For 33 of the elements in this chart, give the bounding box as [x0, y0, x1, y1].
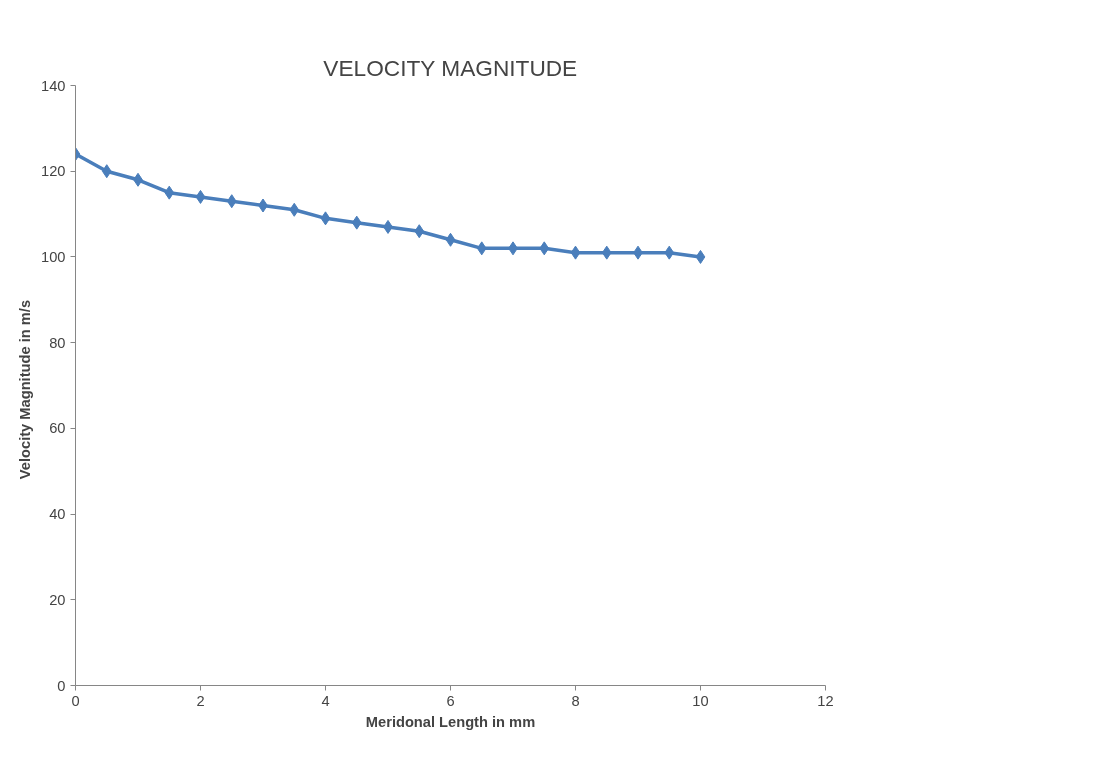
x-tick-label: 6 [446, 692, 455, 709]
point [570, 245, 581, 260]
point [164, 185, 175, 200]
x-tick-label: 2 [196, 692, 205, 709]
y-axis-title: Velocity Magnitude in m/s [17, 299, 34, 480]
point [476, 241, 487, 256]
chart-title: VELOCITY MAGNITUDE [323, 54, 578, 81]
y-tick-label: 60 [49, 420, 66, 437]
point [289, 202, 300, 217]
x-tick-label: 10 [692, 692, 709, 709]
point [601, 245, 612, 260]
point [695, 249, 706, 264]
point [101, 164, 112, 179]
x-tick-label: 0 [71, 692, 80, 709]
point [351, 215, 362, 230]
point [664, 245, 675, 260]
x-tick-label: 12 [817, 692, 834, 709]
x-tick-label: 8 [571, 692, 580, 709]
point [226, 194, 237, 209]
y-tick-label: 80 [49, 334, 66, 351]
y-tick-label: 140 [41, 77, 66, 94]
x-axis-title: Meridonal Length in mm [365, 713, 536, 730]
point [445, 232, 456, 247]
y-tick-label: 40 [49, 506, 66, 523]
y-tick-label: 20 [49, 591, 66, 608]
point [195, 189, 206, 204]
x-tick-label: 4 [321, 692, 330, 709]
y-tick-label: 120 [41, 163, 66, 180]
y-tick-label: 100 [41, 248, 66, 265]
y-tick-label: 0 [57, 677, 66, 694]
point [539, 241, 550, 256]
point [414, 224, 425, 239]
point [320, 211, 331, 226]
